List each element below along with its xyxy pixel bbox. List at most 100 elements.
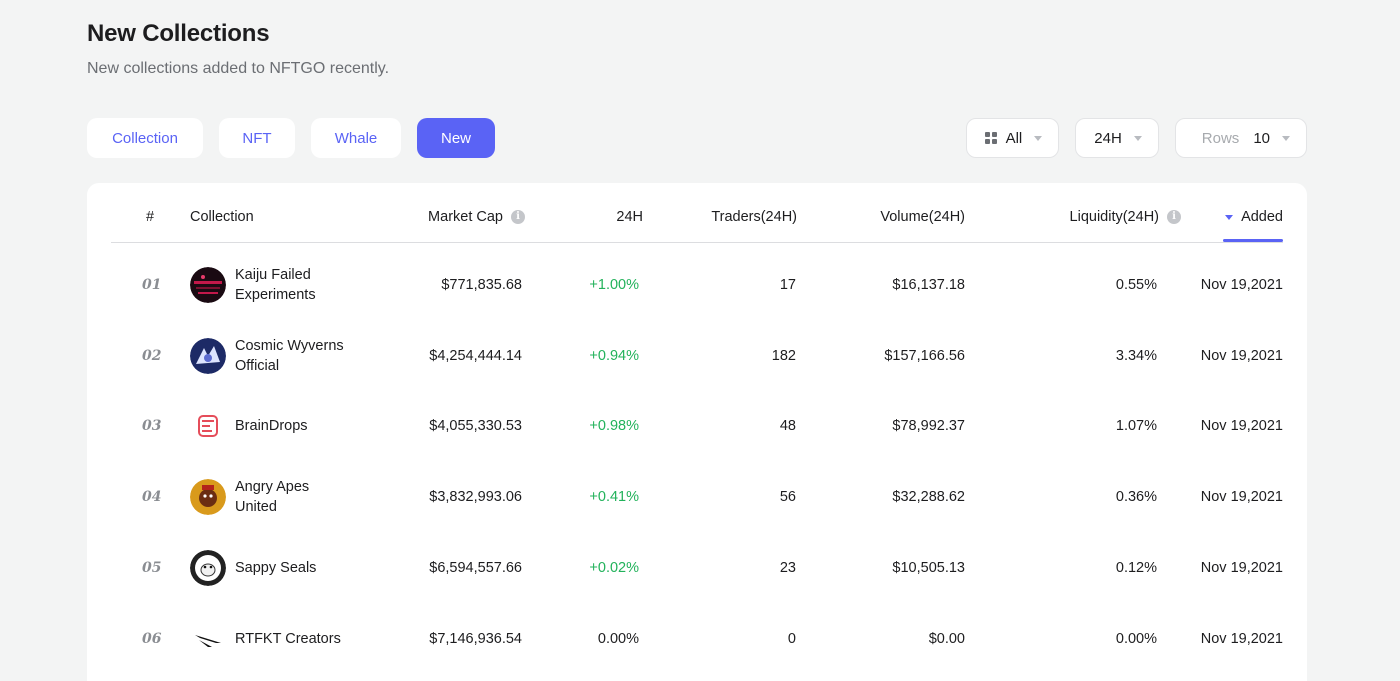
collection-name[interactable]: Angry Apes United (235, 479, 310, 516)
rank: 01 (142, 277, 162, 293)
period-dropdown[interactable]: 24H (1075, 118, 1159, 158)
rank: 06 (142, 630, 162, 647)
collections-table: # Collection Market Cap i 24H Traders(24… (87, 183, 1307, 681)
market-cap: $4,254,444.14 (429, 347, 522, 364)
page-subtitle: New collections added to NFTGO recently. (87, 60, 390, 77)
collection-cell[interactable]: RTFKT Creators (190, 604, 345, 674)
sort-desc-icon (1225, 214, 1234, 220)
collection-name[interactable]: RTFKT Creators (235, 630, 341, 647)
chevron-down-icon (1282, 135, 1290, 141)
column-traders[interactable]: Traders(24H) (711, 209, 797, 225)
table-header: # Collection Market Cap i 24H Traders(24… (111, 183, 1283, 243)
grid-icon (984, 132, 997, 144)
collection-cell[interactable]: Kaiju Failed Experiments (190, 250, 345, 320)
collection-cell[interactable]: Angry Apes United (190, 462, 345, 532)
column-liquidity[interactable]: Liquidity(24H) i (1070, 209, 1181, 225)
added-date: Nov 19,2021 (1200, 489, 1283, 506)
tab-nft[interactable]: NFT (219, 118, 295, 158)
collection-cell[interactable]: BrainDrops (190, 391, 345, 461)
active-sort-indicator (1223, 239, 1283, 242)
added-date: Nov 19,2021 (1200, 347, 1283, 364)
tab-collection[interactable]: Collection (87, 118, 203, 158)
market-cap: $771,835.68 (441, 277, 522, 293)
page-title: New Collections (87, 20, 270, 47)
table-row[interactable]: 05 Sappy Seals $6,594,557.66 +0.02% 23 $… (87, 533, 1307, 603)
liquidity-24h: 0.00% (1115, 630, 1157, 647)
column-rank: # (146, 209, 155, 225)
market-cap: $7,146,936.54 (429, 630, 522, 647)
liquidity-24h: 3.34% (1115, 347, 1157, 364)
column-market-cap-label: Market Cap (428, 209, 503, 225)
collection-name[interactable]: Cosmic Wyverns Official (235, 337, 344, 374)
column-change[interactable]: 24H (616, 209, 643, 225)
volume-24h: $10,505.13 (892, 559, 965, 576)
table-row[interactable]: 06 RTFKT Creators $7,146,936.54 0.00% 0 … (87, 604, 1307, 674)
liquidity-24h: 0.55% (1115, 277, 1157, 293)
volume-24h: $0.00 (928, 630, 965, 647)
added-date: Nov 19,2021 (1200, 418, 1283, 435)
traders-24h: 17 (779, 277, 796, 293)
traders-24h: 48 (779, 418, 796, 435)
collection-name[interactable]: Kaiju Failed Experiments (235, 267, 316, 303)
volume-24h: $32,288.62 (892, 489, 965, 506)
collection-name[interactable]: BrainDrops (235, 418, 308, 435)
volume-24h: $157,166.56 (884, 347, 965, 364)
rows-dropdown[interactable]: Rows 10 (1174, 118, 1307, 158)
category-dropdown-value: All (1005, 129, 1023, 147)
change-24h: +0.02% (589, 559, 639, 576)
change-24h: +0.41% (589, 489, 639, 506)
info-icon[interactable]: i (1167, 210, 1181, 224)
info-icon[interactable]: i (511, 210, 525, 224)
column-market-cap[interactable]: Market Cap i (428, 209, 525, 225)
period-dropdown-value: 24H (1094, 129, 1122, 147)
rows-dropdown-value: 10 (1253, 129, 1270, 147)
ape-avatar (190, 479, 226, 516)
change-24h: +0.98% (589, 418, 639, 435)
column-volume[interactable]: Volume(24H) (880, 209, 965, 225)
table-row[interactable]: 02 Cosmic Wyverns Official $4,254,444.14… (87, 321, 1307, 391)
traders-24h: 56 (779, 489, 796, 506)
liquidity-24h: 0.12% (1115, 559, 1157, 576)
kaiju-avatar (190, 267, 226, 303)
rank: 02 (142, 347, 162, 364)
traders-24h: 0 (787, 630, 796, 647)
collection-cell[interactable]: Cosmic Wyverns Official (190, 321, 345, 391)
volume-24h: $78,992.37 (892, 418, 965, 435)
braindrops-avatar (190, 408, 226, 445)
rank: 05 (142, 559, 162, 576)
liquidity-24h: 1.07% (1115, 418, 1157, 435)
tab-whale[interactable]: Whale (311, 118, 401, 158)
added-date: Nov 19,2021 (1200, 277, 1283, 293)
added-date: Nov 19,2021 (1200, 559, 1283, 576)
chevron-down-icon (1133, 135, 1142, 141)
market-cap: $3,832,993.06 (429, 489, 522, 506)
column-liquidity-label: Liquidity(24H) (1069, 209, 1159, 225)
change-24h: +1.00% (589, 277, 639, 293)
change-24h: 0.00% (597, 630, 639, 647)
liquidity-24h: 0.36% (1115, 489, 1157, 506)
market-cap: $6,594,557.66 (429, 559, 522, 576)
volume-24h: $16,137.18 (892, 277, 965, 293)
traders-24h: 182 (771, 347, 796, 364)
collection-name[interactable]: Sappy Seals (235, 559, 317, 576)
column-collection: Collection (190, 209, 254, 225)
category-tabs: Collection NFT Whale New (87, 118, 511, 158)
category-dropdown[interactable]: All (965, 118, 1060, 158)
market-cap: $4,055,330.53 (429, 418, 522, 435)
rtfkt-logo (190, 620, 226, 657)
tab-new[interactable]: New (417, 118, 495, 158)
table-row[interactable]: 03 BrainDrops $4,055,330.53 +0.98% 48 $7… (87, 391, 1307, 461)
chevron-down-icon (1034, 135, 1043, 141)
table-row[interactable]: 01 Kaiju Failed Experiments $771,835.68 … (87, 250, 1307, 320)
collection-cell[interactable]: Sappy Seals (190, 533, 345, 603)
rank: 04 (142, 489, 162, 506)
column-added-label: Added (1241, 209, 1283, 225)
seal-avatar (190, 549, 226, 586)
column-added[interactable]: Added (1225, 209, 1283, 225)
rows-label: Rows (1201, 129, 1240, 147)
traders-24h: 23 (779, 559, 796, 576)
added-date: Nov 19,2021 (1200, 630, 1283, 647)
filter-bar: All 24H Rows 10 (950, 118, 1307, 158)
table-row[interactable]: 04 Angry Apes United $3,832,993.06 +0.41… (87, 462, 1307, 532)
